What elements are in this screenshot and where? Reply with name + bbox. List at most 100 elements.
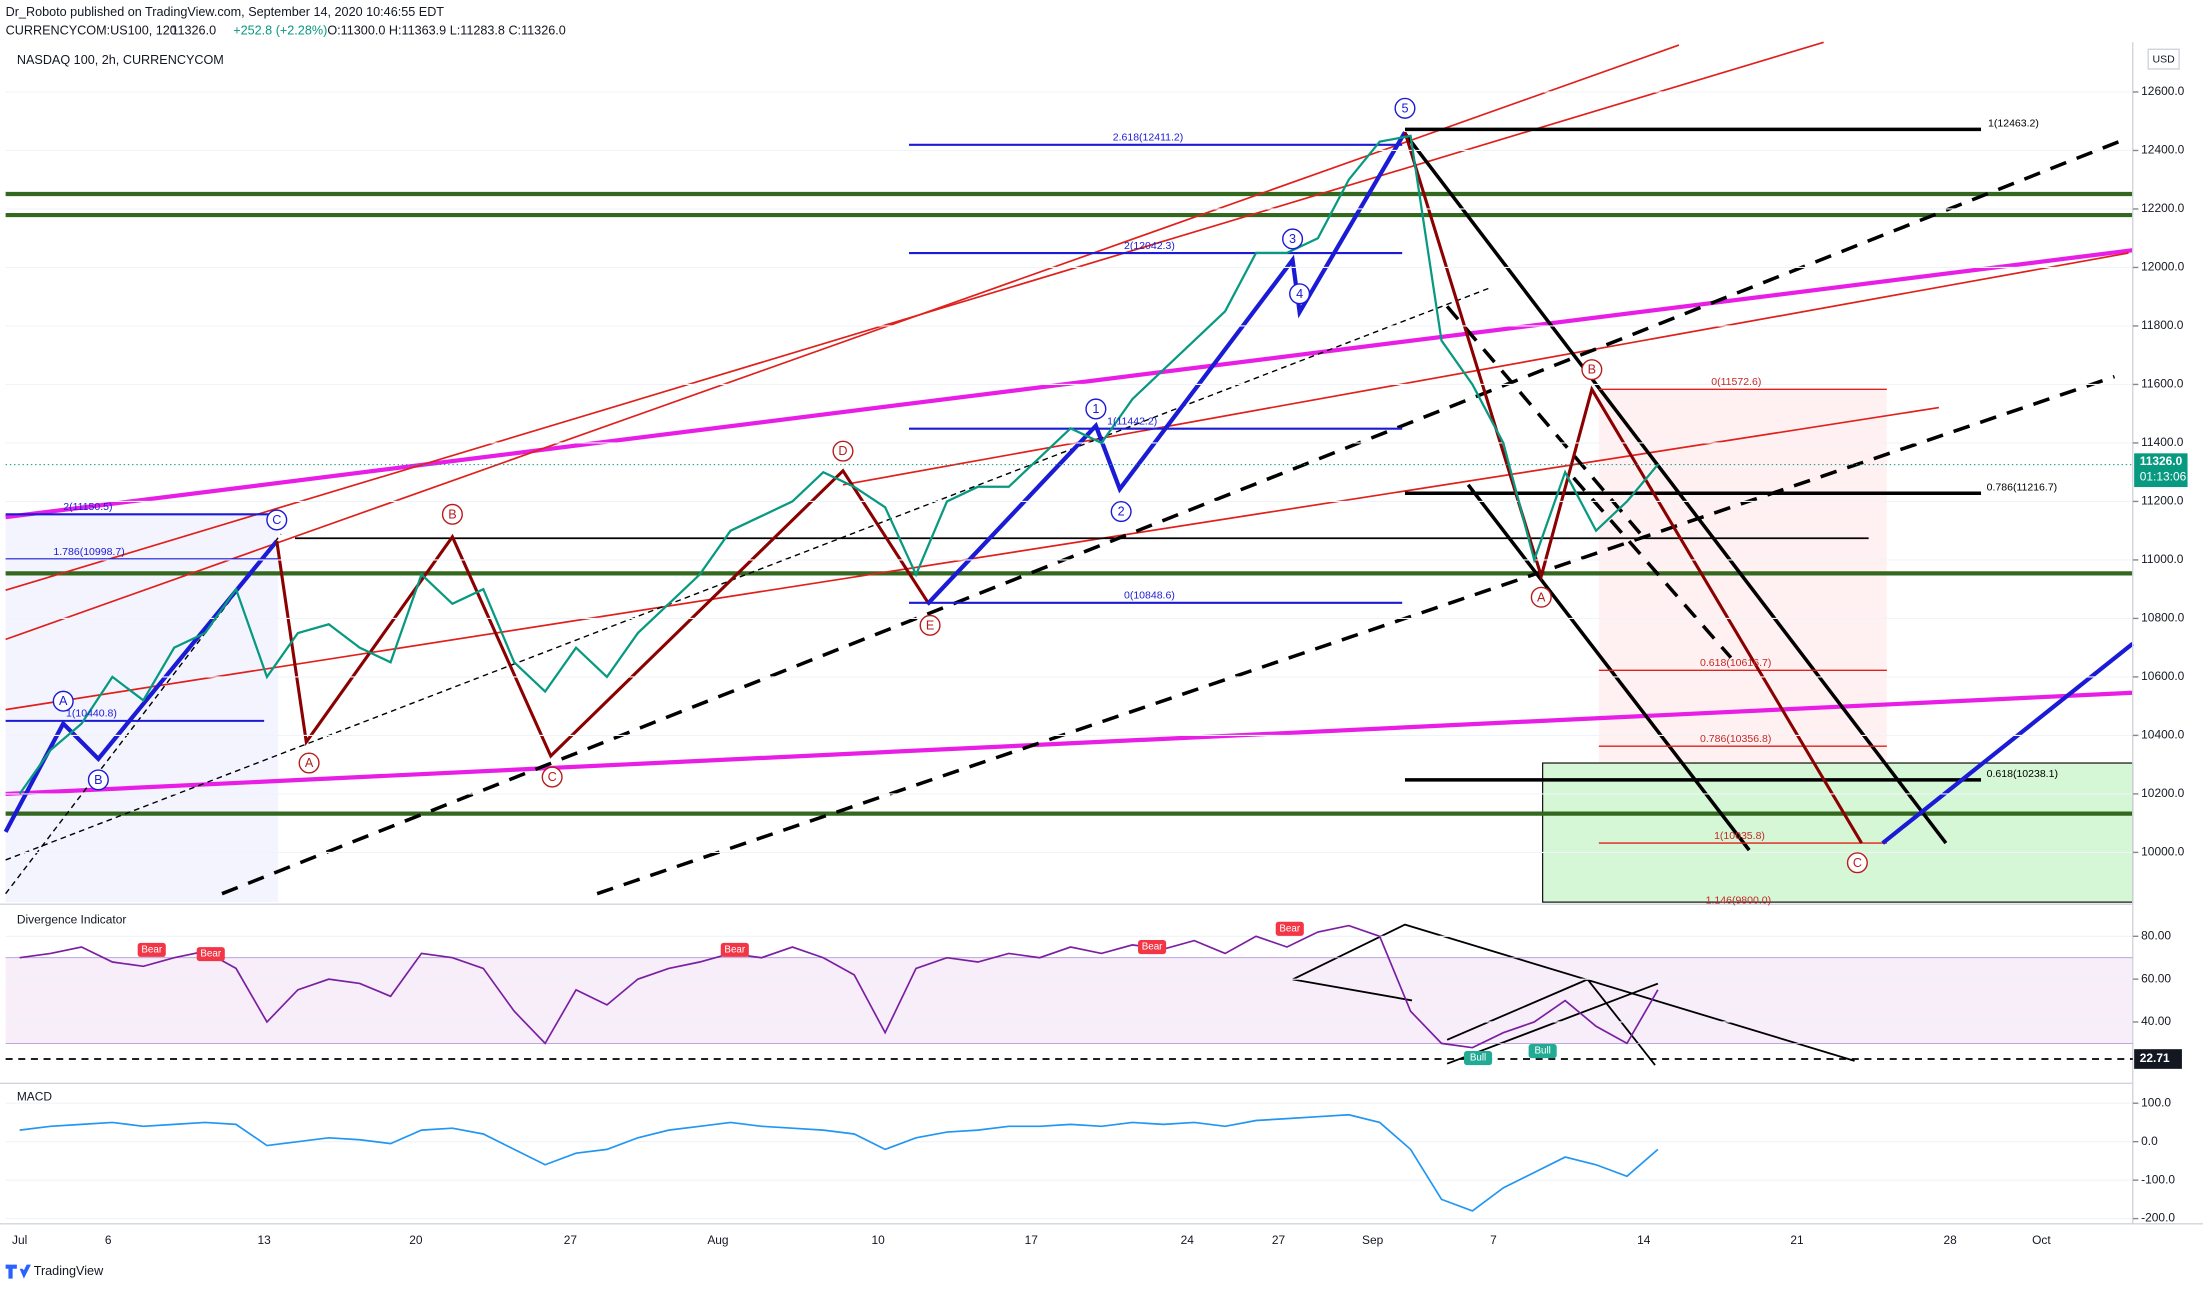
y-tick-label: 10800.0: [2141, 611, 2185, 625]
y-tick-label: 11400.0: [2141, 435, 2184, 449]
fib-label: 2.618(12411.2): [1113, 132, 1184, 144]
level-label: 22.71: [2140, 1051, 2170, 1065]
drawings: [3, 41, 2135, 1066]
black-channel: [1403, 132, 1948, 852]
wave-circle: [1282, 228, 1304, 250]
div-label: Bear: [1142, 942, 1163, 953]
y-tick-label: 12200.0: [2141, 201, 2185, 215]
fib-label: 1(11442.2): [1107, 415, 1157, 427]
wave-label: 3: [1289, 232, 1296, 246]
wave-circle: [1530, 586, 1552, 608]
publisher: Dr_Roboto published on TradingView.com, …: [6, 5, 445, 19]
rsi-title: Divergence Indicator: [17, 913, 127, 927]
brown-wave: [275, 468, 929, 759]
fib-label: 1(12463.2): [1988, 118, 2039, 130]
wave-label: A: [1537, 590, 1546, 604]
y-tick-label: 10400.0: [2141, 728, 2185, 742]
div-label: Bull: [1470, 1053, 1486, 1064]
div-label: Bear: [200, 949, 221, 960]
y-tick-label: 60.00: [2141, 971, 2171, 985]
wave-circle: [1110, 500, 1132, 523]
x-tick-label: Sep: [1362, 1233, 1384, 1247]
y-tick-label: 80.00: [2141, 928, 2171, 942]
wave-circle: [1581, 359, 1603, 381]
wave-circle: [1394, 97, 1416, 119]
div-tag: [1528, 1044, 1557, 1059]
x-tick-label: 13: [257, 1233, 271, 1247]
x-tick-label: 20: [409, 1233, 423, 1247]
y-tick-label: 11200.0: [2141, 494, 2184, 508]
div-tag: [137, 942, 166, 957]
wave-label: B: [448, 507, 456, 521]
y-tick-label: 0.0: [2141, 1134, 2158, 1148]
price-line: [19, 924, 1659, 1049]
wave-label: C: [272, 513, 281, 527]
x-tick-label: Jul: [12, 1233, 27, 1247]
wave-circle: [832, 440, 854, 462]
countdown: 01:13:06: [2140, 469, 2187, 483]
logo: [5, 1264, 31, 1279]
wave-circle: [52, 690, 74, 712]
wave-circle: [266, 509, 288, 531]
y-tick-label: 10200.0: [2141, 786, 2185, 800]
brown-wave: [1403, 131, 1863, 844]
wave-label: B: [94, 773, 102, 787]
rsi-lines: [1292, 923, 1855, 1066]
symbol: CURRENCYCOM:US100, 120: [6, 23, 177, 37]
div-label: Bear: [141, 944, 162, 955]
y-tick-label: 11000.0: [2141, 552, 2184, 566]
wave-label: B: [1588, 363, 1596, 377]
x-tick-label: 27: [564, 1233, 578, 1247]
zone: [1542, 762, 2134, 903]
fib-label: 0.786(10356.8): [1700, 733, 1771, 745]
div-tag: [1463, 1051, 1493, 1066]
brand: TradingView: [34, 1264, 104, 1278]
y-tick-label: 12000.0: [2141, 260, 2185, 274]
red-fib: [1598, 388, 1887, 844]
level-tag: [2134, 1049, 2182, 1069]
fib-label: 2(12042.3): [1124, 240, 1175, 252]
rsi-band: [5, 956, 2133, 1045]
x-tick-label: 6: [105, 1233, 112, 1247]
wave-circle: [1289, 283, 1311, 305]
blue-wave: [3, 539, 279, 833]
y-tick-label: 10600.0: [2141, 669, 2185, 683]
wave-label: A: [305, 756, 314, 770]
div-tag: [1138, 940, 1167, 955]
last: 11326.0: [171, 23, 216, 37]
fib-label: 0(10848.6): [1124, 590, 1175, 602]
x-tick-label: 24: [1181, 1233, 1195, 1247]
wave-label: D: [838, 444, 847, 458]
magenta-lines: [5, 248, 2134, 797]
price-line: [19, 1113, 1659, 1212]
wave-circle: [919, 614, 941, 636]
wave-circle: [1846, 852, 1868, 874]
x-tick-label: 17: [1025, 1233, 1039, 1247]
y-tick-label: 11600.0: [2141, 377, 2184, 391]
div-tag: [720, 942, 749, 957]
x-tick-label: Oct: [2032, 1233, 2051, 1247]
price-line: [18, 134, 1659, 795]
x-tick-label: 14: [1637, 1233, 1651, 1247]
fib-label: 0(11572.6): [1711, 376, 1761, 388]
wave-label: A: [59, 694, 68, 708]
fib-label: 1.786(10998.7): [53, 546, 124, 558]
fib-label: 0.618(10238.1): [1987, 768, 2058, 780]
wave-circle: [541, 766, 563, 788]
green-levels: [5, 191, 2133, 816]
price-tag-label: 11326.0: [2140, 454, 2183, 468]
x-tick-label: 7: [1490, 1233, 1497, 1247]
y-tick-label: -200.0: [2141, 1211, 2175, 1225]
wave-label: 5: [1401, 101, 1408, 115]
blue-wave: [925, 131, 1407, 606]
y-tick-label: 12400.0: [2141, 143, 2185, 157]
wave-circle: [441, 503, 463, 525]
div-tag: [196, 947, 225, 962]
div-label: Bull: [1534, 1046, 1550, 1057]
wave-label: 1: [1092, 402, 1099, 416]
ohlc: O:11300.0 H:11363.9 L:11283.8 C:11326.0: [327, 23, 565, 37]
chart-title: NASDAQ 100, 2h, CURRENCYCOM: [17, 53, 224, 67]
x-tick-label: 27: [1272, 1233, 1286, 1247]
